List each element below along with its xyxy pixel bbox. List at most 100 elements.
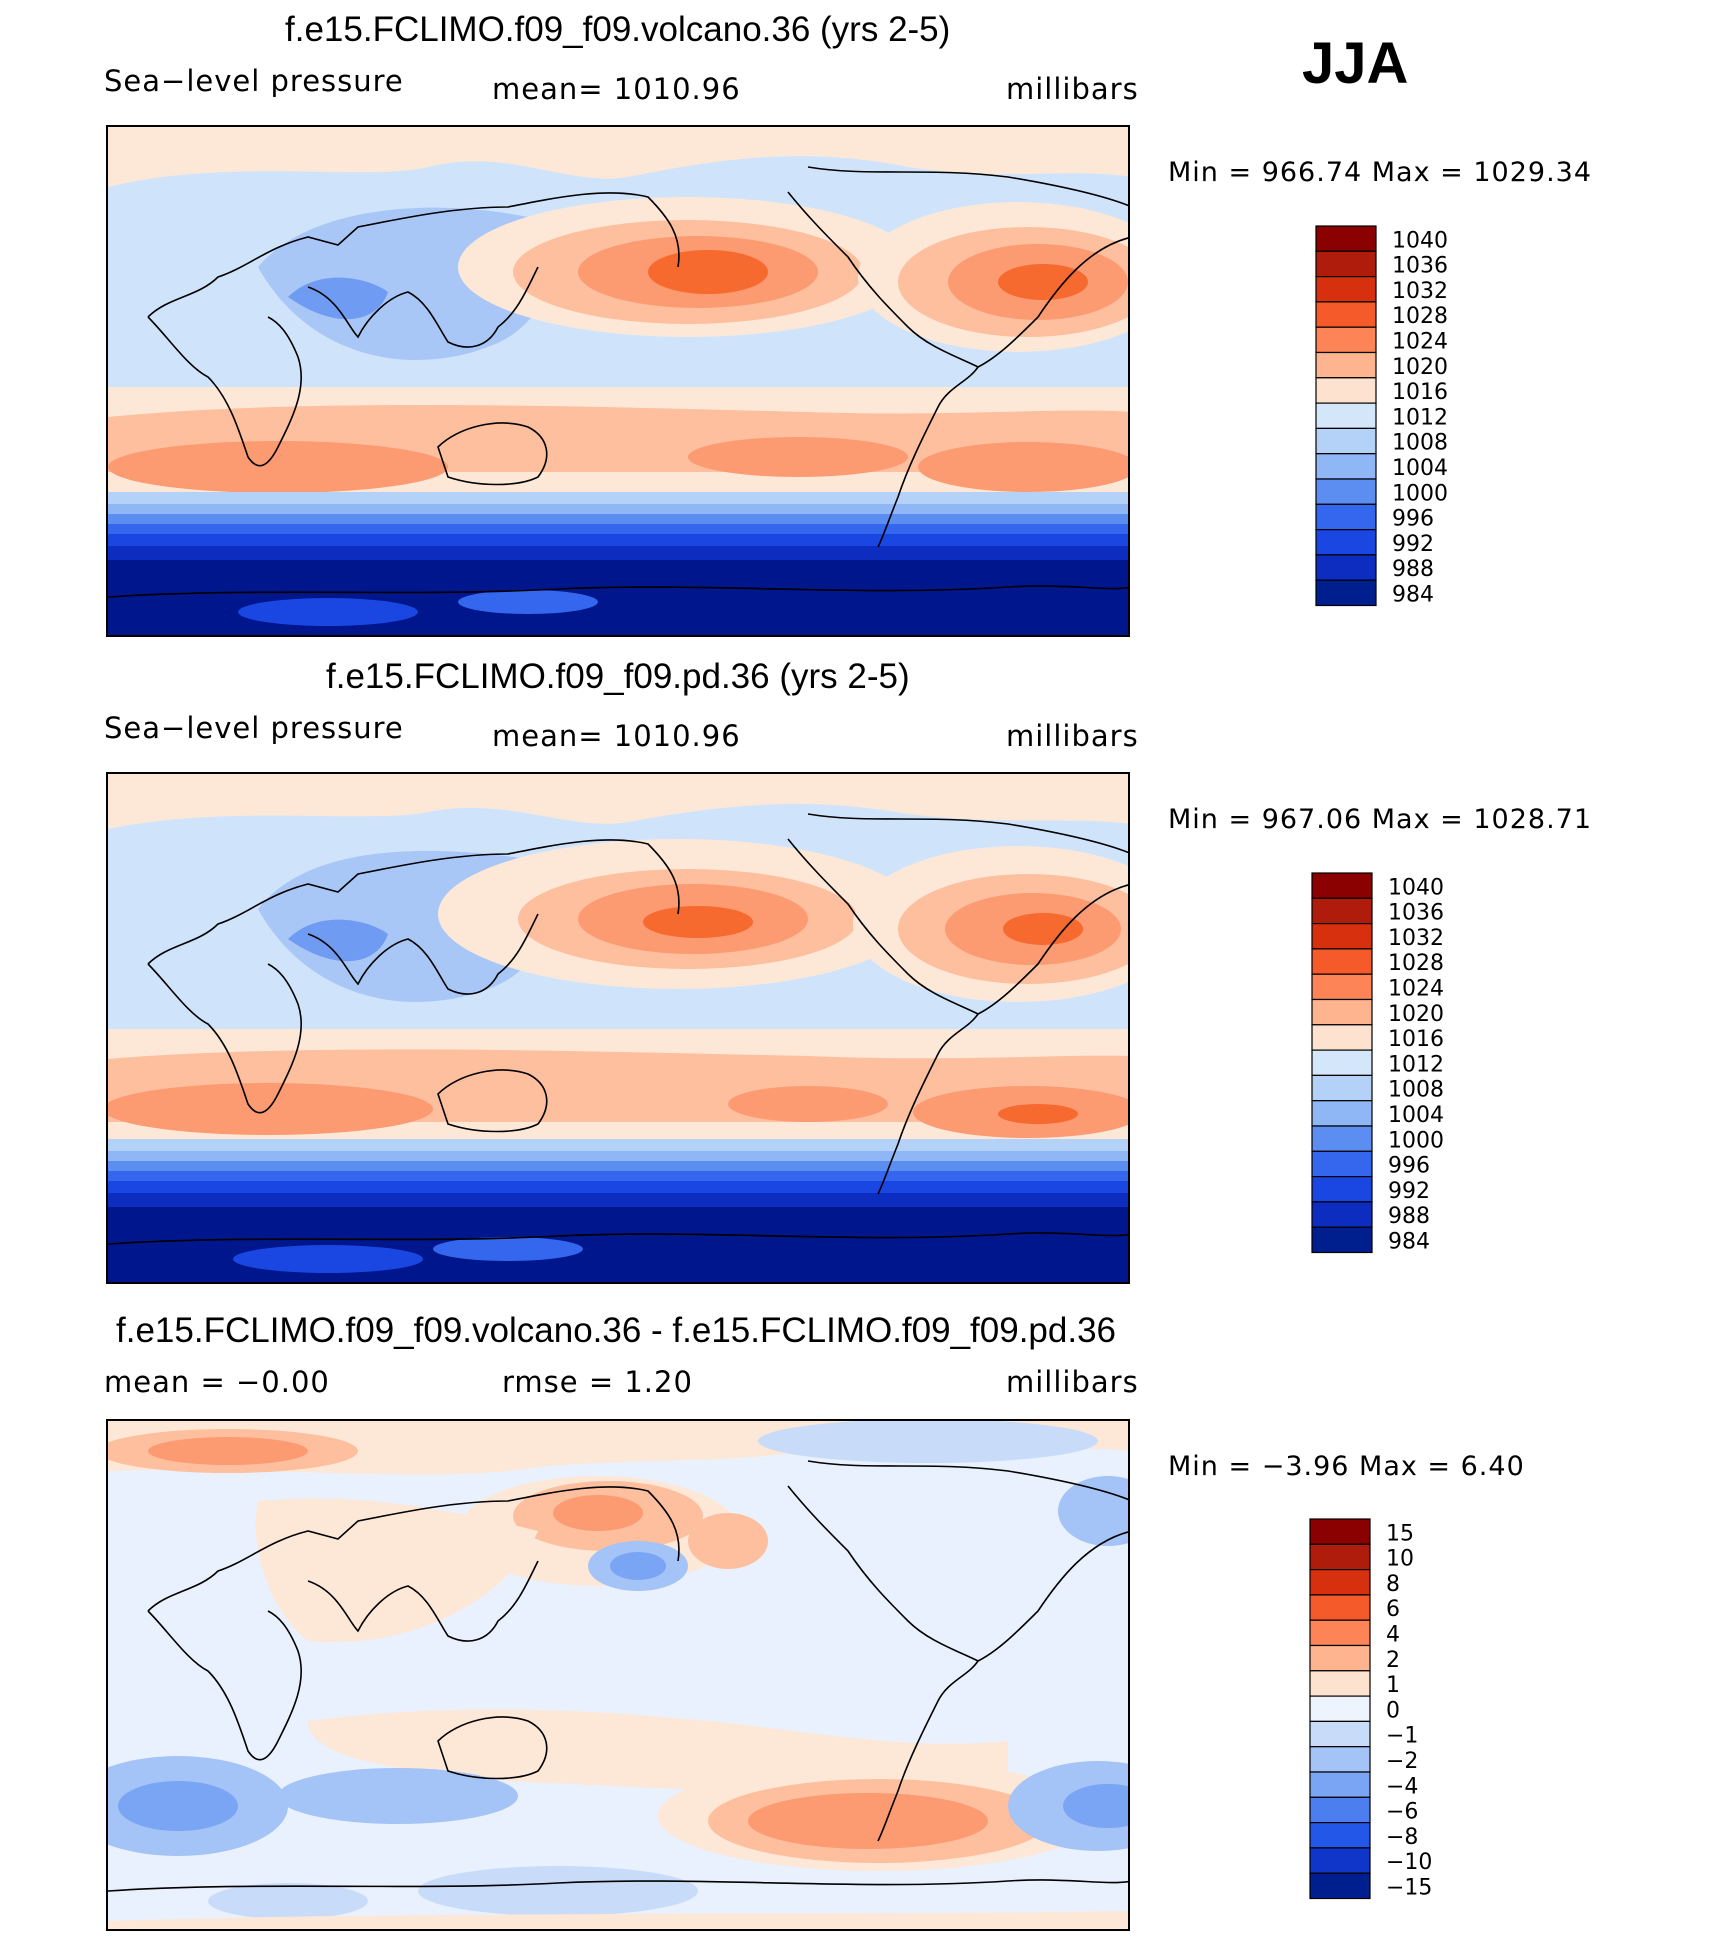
panel3-colorbar-label: 2 xyxy=(1386,1648,1400,1673)
panel3-colorbar-label: 0 xyxy=(1386,1698,1400,1723)
panel2-colorbar-label: 1000 xyxy=(1388,1128,1444,1153)
panel1-colorbar-label: 1024 xyxy=(1392,330,1448,355)
panel2-colorbar: 1040 1036 1032 1028 1024 1020 1016 1012 1008 1004… xyxy=(1310,871,1470,1279)
panel2-colorbar-swatch xyxy=(1311,973,1373,1001)
panel1-colorbar-swatch xyxy=(1315,554,1377,581)
panel1-colorbar-svg: 1040103610321028102410201016101210081004… xyxy=(1315,225,1448,608)
panel1-colorbar-label: 1040 xyxy=(1392,228,1448,253)
panel1-colorbar-swatch xyxy=(1315,225,1377,252)
panel2-colorbar-swatch xyxy=(1311,922,1373,950)
panel3-colorbar-label: 8 xyxy=(1386,1572,1400,1597)
panel1-colorbar: 1040 1036 1032 1028 1024 1020 1016 1012 1008 1004… xyxy=(1314,224,1474,632)
panel2-colorbar-label: 1040 xyxy=(1388,875,1444,900)
panel1-colorbar-label: 1032 xyxy=(1392,279,1448,304)
panel1-colorbar-swatch xyxy=(1315,351,1377,379)
panel1-colorbar-label: 1012 xyxy=(1392,405,1448,430)
panel2-colorbar-swatch xyxy=(1311,897,1373,925)
panel2-colorbar-swatch xyxy=(1311,872,1373,899)
panel2-colorbar-label: 1020 xyxy=(1388,1002,1444,1027)
panel1-colorbar-swatch xyxy=(1315,579,1377,607)
panel3-colorbar-label: −6 xyxy=(1386,1800,1418,1825)
panel2-colorbar-swatch xyxy=(1311,1201,1373,1228)
panel1-colorbar-label: 996 xyxy=(1392,507,1434,532)
panel1-colorbar-swatch xyxy=(1315,427,1377,455)
panel2-colorbar-label: 1024 xyxy=(1388,977,1444,1002)
panel2-colorbar-label: 1028 xyxy=(1388,951,1444,976)
panel1-map xyxy=(106,125,1130,637)
panel2-colorbar-label: 988 xyxy=(1388,1204,1430,1229)
panel2-colorbar-swatch xyxy=(1311,948,1373,975)
panel3-map xyxy=(106,1419,1130,1931)
panel3-colorbar-swatch xyxy=(1309,1796,1371,1824)
panel1-colorbar-swatch xyxy=(1315,453,1377,480)
panel3-colorbar-swatch xyxy=(1309,1619,1371,1647)
panel1-colorbar-label: 988 xyxy=(1392,557,1434,582)
panel1-colorbar-label: 992 xyxy=(1392,532,1434,557)
panel2-mean-label: mean= 1010.96 xyxy=(492,719,741,753)
panel3-colorbar-label: −1 xyxy=(1386,1724,1418,1749)
panel2-colorbar-label: 1012 xyxy=(1388,1052,1444,1077)
panel3-colorbar-swatch xyxy=(1309,1771,1371,1798)
season-label: JJA xyxy=(1302,31,1409,96)
panel1-colorbar-swatch xyxy=(1315,503,1377,531)
panel2-colorbar-svg: 1040103610321028102410201016101210081004… xyxy=(1311,872,1444,1255)
panel1-units-label: millibars xyxy=(1006,72,1139,106)
panel2-colorbar-label: 1036 xyxy=(1388,901,1444,926)
panel1-variable-label: Sea−level pressure xyxy=(104,64,404,98)
panel3-colorbar-label: −8 xyxy=(1386,1825,1418,1850)
panel3-colorbar-label: −15 xyxy=(1386,1876,1432,1901)
panel2-map xyxy=(106,772,1130,1284)
panel1-colorbar-label: 1000 xyxy=(1392,481,1448,506)
panel2-units-label: millibars xyxy=(1006,719,1139,753)
panel3-min-max: Min = −3.96 Max = 6.40 xyxy=(1168,1451,1525,1482)
panel2-variable-label: Sea−level pressure xyxy=(104,711,404,745)
panel2-colorbar-swatch xyxy=(1311,1125,1373,1152)
panel2-colorbar-swatch xyxy=(1311,1024,1373,1051)
panel2-colorbar-label: 1016 xyxy=(1388,1027,1444,1052)
panel1-colorbar-swatch xyxy=(1315,250,1377,278)
panel3-colorbar: 15 10 8 6 4 2 1 0 −1 −2 −4 −6 −8 −10 −15 xyxy=(1308,1517,1468,1925)
panel2-colorbar-swatch xyxy=(1311,1150,1373,1178)
panel2-colorbar-label: 996 xyxy=(1388,1154,1430,1179)
panel1-colorbar-swatch xyxy=(1315,301,1377,328)
panel2-colorbar-swatch xyxy=(1311,1176,1373,1203)
panel1-colorbar-swatch xyxy=(1315,326,1377,354)
panel3-colorbar-swatch xyxy=(1309,1746,1371,1773)
panel2-title: f.e15.FCLIMO.f09_f09.pd.36 (yrs 2-5) xyxy=(326,657,910,696)
panel1-colorbar-label: 984 xyxy=(1392,583,1434,608)
panel2-colorbar-label: 992 xyxy=(1388,1179,1430,1204)
panel3-colorbar-label: 1 xyxy=(1386,1673,1400,1698)
panel3-colorbar-swatch xyxy=(1309,1695,1371,1723)
panel1-colorbar-swatch xyxy=(1315,275,1377,303)
panel1-mean-label: mean= 1010.96 xyxy=(492,72,741,106)
panel2-colorbar-swatch xyxy=(1311,1100,1373,1127)
panel2-colorbar-swatch xyxy=(1311,998,1373,1026)
panel3-mean-label: mean = −0.00 xyxy=(104,1365,330,1399)
panel2-min-max: Min = 967.06 Max = 1028.71 xyxy=(1168,804,1593,835)
panel1-colorbar-label: 1016 xyxy=(1392,380,1448,405)
panel3-colorbar-label: −2 xyxy=(1386,1749,1418,1774)
panel1-colorbar-swatch xyxy=(1315,377,1377,404)
panel3-colorbar-swatch xyxy=(1309,1670,1371,1697)
panel3-colorbar-swatch xyxy=(1309,1872,1371,1900)
panel3-rmse-label: rmse = 1.20 xyxy=(502,1365,693,1399)
panel1-min-max: Min = 966.74 Max = 1029.34 xyxy=(1168,157,1593,188)
panel3-colorbar-label: 4 xyxy=(1386,1623,1400,1648)
panel3-colorbar-swatch xyxy=(1309,1847,1371,1874)
panel1-colorbar-label: 1008 xyxy=(1392,431,1448,456)
panel1-colorbar-swatch xyxy=(1315,478,1377,505)
panel2-colorbar-label: 984 xyxy=(1388,1230,1430,1255)
panel3-colorbar-label: 6 xyxy=(1386,1597,1400,1622)
panel1-colorbar-label: 1004 xyxy=(1392,456,1448,481)
panel3-units-label: millibars xyxy=(1006,1365,1139,1399)
panel3-colorbar-label: 15 xyxy=(1386,1521,1414,1546)
panel2-colorbar-swatch xyxy=(1311,1074,1373,1102)
panel1-colorbar-swatch xyxy=(1315,529,1377,556)
panel1-colorbar-label: 1028 xyxy=(1392,304,1448,329)
panel3-colorbar-label: 10 xyxy=(1386,1547,1414,1572)
panel2-colorbar-swatch xyxy=(1311,1226,1373,1254)
panel1-colorbar-swatch xyxy=(1315,402,1377,430)
panel1-title: f.e15.FCLIMO.f09_f09.volcano.36 (yrs 2-5… xyxy=(285,10,951,49)
panel3-colorbar-swatch xyxy=(1309,1594,1371,1621)
